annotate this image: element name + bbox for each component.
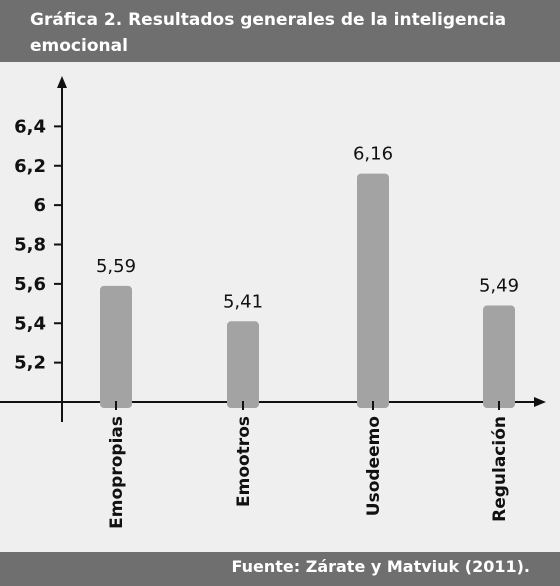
chart-source: Fuente: Zárate y Matviuk (2011). bbox=[0, 552, 560, 586]
bars: 5,59 Emopropias 5,41 Emootros 6,16 Usodeemo 5,… bbox=[96, 144, 519, 529]
y-tick-label: 6,2 bbox=[14, 156, 46, 177]
y-tick-label: 6,4 bbox=[14, 116, 46, 137]
bar bbox=[483, 305, 515, 408]
y-axis-ticks: 5,2 5,4 5,6 5,8 6 6,2 6,4 bbox=[14, 116, 63, 374]
y-tick-label: 6 bbox=[33, 195, 46, 216]
bar-value-label: 5,49 bbox=[479, 276, 519, 297]
x-category-label: Emopropias bbox=[107, 416, 127, 529]
y-tick-label: 5,6 bbox=[14, 274, 46, 295]
bar-value-label: 6,16 bbox=[353, 144, 393, 165]
bar-value-label: 5,59 bbox=[96, 256, 136, 277]
y-axis-arrow bbox=[57, 76, 67, 88]
y-tick-label: 5,8 bbox=[14, 235, 46, 256]
bar-value-label: 5,41 bbox=[223, 291, 263, 312]
bar bbox=[227, 321, 259, 408]
x-category-label: Emootros bbox=[234, 416, 254, 507]
bar bbox=[357, 173, 389, 408]
x-axis-arrow bbox=[534, 397, 546, 407]
x-category-label: Usodeemo bbox=[364, 416, 384, 516]
chart-title: Gráfica 2. Resultados generales de la in… bbox=[0, 0, 560, 62]
x-category-label: Regulación bbox=[490, 416, 510, 522]
y-tick-label: 5,4 bbox=[14, 313, 46, 334]
y-tick-label: 5,2 bbox=[14, 353, 46, 374]
bar bbox=[100, 285, 132, 408]
bar-chart: 5,2 5,4 5,6 5,8 6 6,2 6,4 5,59 Emopropias 5,41 Em… bbox=[0, 76, 546, 529]
